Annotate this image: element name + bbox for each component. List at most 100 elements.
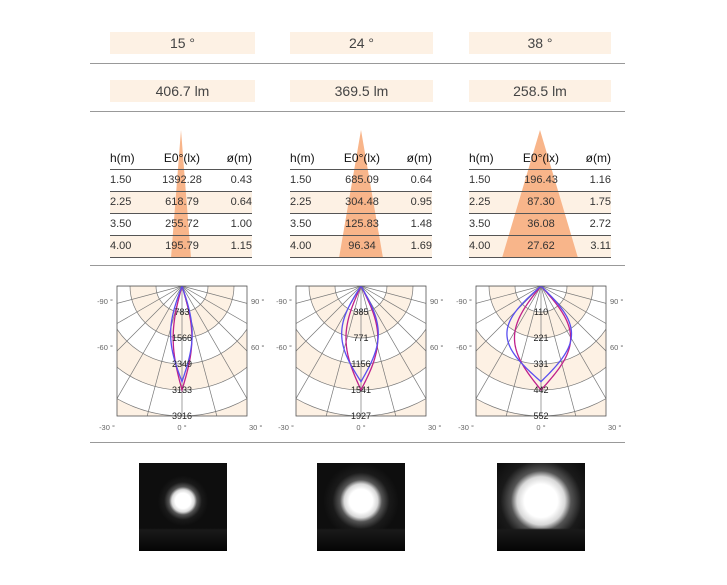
table-cell: 196.43 bbox=[524, 174, 558, 186]
light-cone-shape bbox=[171, 130, 191, 258]
polar-radial-line bbox=[181, 286, 247, 400]
table-row: 3.50 125.83 1.48 bbox=[290, 213, 432, 235]
polar-value-label: 442 bbox=[533, 385, 548, 395]
intensity-curve bbox=[341, 286, 379, 383]
polar-angle-label: 0 ° bbox=[536, 423, 545, 432]
polar-value-label: 552 bbox=[533, 411, 548, 421]
table-header: h(m) E0°(lx) ø(m) bbox=[110, 147, 252, 169]
table-row: 2.25 87.30 1.75 bbox=[469, 191, 611, 213]
table-rule bbox=[110, 169, 252, 170]
polar-diagram: 385 771 1156 1541 1927 -90 ° -60 ° -30 ° 90 ° 60 … bbox=[276, 285, 443, 432]
polar-radial-line bbox=[540, 286, 606, 352]
table-row: 4.00 195.79 1.15 bbox=[110, 235, 252, 257]
table-cell: 2.25 bbox=[290, 196, 312, 208]
column-header: h(m) bbox=[469, 151, 494, 165]
polar-radial-line bbox=[360, 286, 426, 352]
table-cell: 1.15 bbox=[230, 240, 252, 252]
table-cell: 1.16 bbox=[589, 174, 611, 186]
polar-value-label: 3133 bbox=[172, 385, 192, 395]
polar-radial-line bbox=[117, 286, 183, 304]
table-row: 3.50 36.08 2.72 bbox=[469, 213, 611, 235]
polar-value-label: 1541 bbox=[351, 385, 371, 395]
lumen-value-15: 406.7 lm bbox=[110, 80, 255, 102]
intensity-curve bbox=[513, 286, 572, 392]
polar-radial-line bbox=[476, 286, 542, 400]
light-cone-shape bbox=[502, 130, 578, 258]
table-row: 3.50 255.72 1.00 bbox=[110, 213, 252, 235]
polar-angle-label: -30 ° bbox=[458, 423, 474, 432]
table-cell: 87.30 bbox=[527, 196, 555, 208]
table-rule bbox=[290, 257, 432, 258]
polar-radial-line bbox=[117, 286, 183, 352]
polar-radial-line bbox=[296, 286, 362, 324]
polar-angle-label: -60 ° bbox=[456, 343, 472, 352]
polar-angle-label: 90 ° bbox=[251, 297, 264, 306]
polar-radial-line bbox=[360, 286, 426, 324]
intensity-curve bbox=[172, 286, 193, 393]
beam-spot-photo bbox=[317, 463, 405, 551]
polar-value-label: 1927 bbox=[351, 411, 371, 421]
table-rule bbox=[110, 213, 252, 214]
polar-radial-line bbox=[540, 286, 606, 304]
polar-radial-line bbox=[476, 286, 542, 304]
table-cell: 3.50 bbox=[290, 218, 312, 230]
polar-radial-line bbox=[540, 286, 577, 416]
polar-radial-line bbox=[360, 286, 426, 304]
polar-radial-line bbox=[325, 286, 362, 416]
divider bbox=[90, 111, 625, 112]
lumen-value-24: 369.5 lm bbox=[290, 80, 433, 102]
polar-radial-line bbox=[117, 286, 183, 324]
beam-angle-38: 38 ° bbox=[469, 32, 611, 54]
table-cell: 27.62 bbox=[527, 240, 555, 252]
table-row: 2.25 618.79 0.64 bbox=[110, 191, 252, 213]
polar-angle-label: -90 ° bbox=[276, 297, 292, 306]
table-rule bbox=[469, 191, 611, 192]
polar-radial-line bbox=[360, 286, 397, 416]
polar-angle-label: -60 ° bbox=[276, 343, 292, 352]
polar-radial-line bbox=[296, 286, 362, 400]
illuminance-table: h(m) E0°(lx) ø(m) 1.50 685.09 0.64 2.25 304.48 0… bbox=[290, 130, 432, 258]
polar-frame bbox=[295, 285, 427, 417]
polar-angle-label: -60 ° bbox=[97, 343, 113, 352]
table-cell: 1.50 bbox=[290, 174, 312, 186]
column-header: ø(m) bbox=[226, 151, 252, 165]
polar-angle-label: -30 ° bbox=[99, 423, 115, 432]
polar-angle-label: 30 ° bbox=[608, 423, 621, 432]
table-cell: 255.72 bbox=[165, 218, 199, 230]
polar-value-label: 385 bbox=[353, 307, 368, 317]
polar-angle-label: 60 ° bbox=[610, 343, 623, 352]
table-cell: 1.50 bbox=[110, 174, 132, 186]
polar-angle-label: 90 ° bbox=[610, 297, 623, 306]
table-cell: 1.75 bbox=[589, 196, 611, 208]
polar-radial-line bbox=[505, 286, 542, 416]
table-cell: 0.64 bbox=[230, 196, 252, 208]
table-row: 4.00 96.34 1.69 bbox=[290, 235, 432, 257]
table-cell: 125.83 bbox=[345, 218, 379, 230]
table-cell: 2.25 bbox=[469, 196, 491, 208]
table-cell: 4.00 bbox=[469, 240, 491, 252]
polar-value-label: 1156 bbox=[351, 359, 370, 369]
polar-value-label: 3916 bbox=[172, 411, 192, 421]
column-header: E0°(lx) bbox=[343, 151, 381, 165]
polar-radial-line bbox=[117, 286, 183, 400]
table-row: 1.50 196.43 1.16 bbox=[469, 169, 611, 191]
table-cell: 3.11 bbox=[590, 240, 611, 252]
column-header: ø(m) bbox=[406, 151, 432, 165]
table-cell: 36.08 bbox=[527, 218, 555, 230]
table-cell: 3.50 bbox=[110, 218, 132, 230]
polar-radial-line bbox=[181, 286, 247, 324]
polar-angle-label: 0 ° bbox=[177, 423, 186, 432]
column-header: E0°(lx) bbox=[522, 151, 560, 165]
intensity-curve bbox=[169, 286, 193, 384]
table-rule bbox=[290, 235, 432, 236]
table-cell: 2.72 bbox=[589, 218, 611, 230]
column-header: ø(m) bbox=[585, 151, 611, 165]
polar-angle-label: -90 ° bbox=[97, 297, 113, 306]
polar-radial-line bbox=[146, 286, 183, 416]
polar-angle-label: 0 ° bbox=[356, 423, 365, 432]
polar-radial-line bbox=[476, 286, 542, 324]
polar-angle-label: 30 ° bbox=[428, 423, 441, 432]
table-cell: 3.50 bbox=[469, 218, 491, 230]
beam-spot-photo bbox=[139, 463, 227, 551]
intensity-curve bbox=[345, 286, 379, 392]
